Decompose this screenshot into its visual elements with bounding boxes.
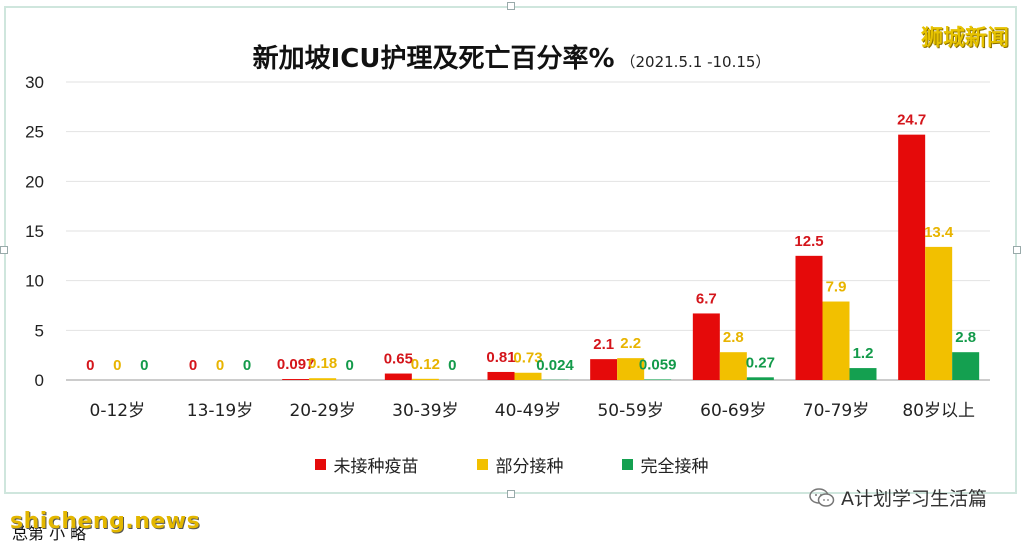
data-label: 0.81: [486, 349, 515, 366]
y-tick-label: 0: [35, 371, 44, 390]
data-label: 2.8: [723, 329, 744, 346]
x-tick-label: 80岁以上: [902, 401, 975, 421]
data-label: 0.12: [411, 356, 440, 373]
y-tick-label: 20: [25, 172, 44, 191]
data-label: 0.059: [639, 356, 677, 373]
data-label: 24.7: [897, 112, 926, 129]
y-tick-label: 15: [25, 222, 44, 241]
data-label: 2.1: [593, 336, 614, 353]
data-label: 0.024: [536, 357, 574, 374]
data-label: 0.65: [384, 351, 413, 368]
x-tick-label: 13-19岁: [187, 401, 253, 421]
legend: 未接种疫苗 部分接种 完全接种: [0, 452, 1023, 477]
bar: [952, 352, 979, 380]
data-label: 2.2: [620, 335, 641, 352]
bar: [925, 247, 952, 380]
bar: [796, 256, 823, 380]
data-label: 2.8: [955, 329, 976, 346]
data-label: 0: [189, 357, 197, 374]
legend-item-unvaccinated: 未接种疫苗: [315, 452, 419, 477]
data-label: 12.5: [794, 233, 823, 250]
bar: [385, 374, 412, 380]
data-label: 7.9: [826, 279, 847, 296]
legend-swatch-full: [622, 459, 633, 470]
wechat-account-name: A计划学习生活篇: [841, 484, 987, 511]
bar: [309, 378, 336, 380]
bar: [850, 368, 877, 380]
bar: [488, 372, 515, 380]
data-label: 0: [345, 357, 353, 374]
bar: [590, 359, 617, 380]
bar: [412, 379, 439, 380]
bar: [693, 313, 720, 380]
x-tick-label: 60-69岁: [700, 401, 766, 421]
y-tick-label: 25: [25, 123, 44, 142]
y-tick-label: 30: [25, 73, 44, 92]
legend-item-partial: 部分接种: [477, 452, 564, 477]
data-label: 0: [243, 357, 251, 374]
bar: [644, 379, 671, 380]
x-tick-label: 50-59岁: [597, 401, 663, 421]
bar: [515, 373, 542, 380]
legend-swatch-unvaccinated: [315, 459, 326, 470]
bar: [823, 302, 850, 380]
y-tick-label: 5: [35, 321, 44, 340]
data-label: 6.7: [696, 290, 717, 307]
wechat-account: A计划学习生活篇: [809, 484, 987, 511]
legend-label-unvaccinated: 未接种疫苗: [334, 452, 419, 477]
x-tick-label: 20-29岁: [289, 401, 355, 421]
watermark: shicheng.news: [10, 509, 200, 534]
legend-label-partial: 部分接种: [496, 452, 564, 477]
data-label: 0: [86, 357, 94, 374]
legend-item-full: 完全接种: [622, 452, 709, 477]
data-label: 0.18: [308, 355, 337, 372]
x-tick-label: 70-79岁: [803, 401, 869, 421]
data-label: 0: [140, 357, 148, 374]
x-tick-label: 0-12岁: [90, 401, 146, 421]
data-label: 0: [216, 357, 224, 374]
legend-swatch-partial: [477, 459, 488, 470]
x-tick-label: 40-49岁: [495, 401, 561, 421]
x-tick-label: 30-39岁: [392, 401, 458, 421]
data-label: 0: [113, 357, 121, 374]
data-label: 0.27: [746, 354, 775, 371]
data-label: 0: [448, 357, 456, 374]
bar: [747, 377, 774, 380]
data-label: 13.4: [924, 224, 954, 241]
wechat-icon: [809, 488, 835, 508]
data-label: 1.2: [853, 345, 874, 362]
bar: [898, 135, 925, 380]
bar: [282, 379, 309, 380]
legend-label-full: 完全接种: [641, 452, 709, 477]
y-tick-label: 10: [25, 272, 44, 291]
bar: [720, 352, 747, 380]
